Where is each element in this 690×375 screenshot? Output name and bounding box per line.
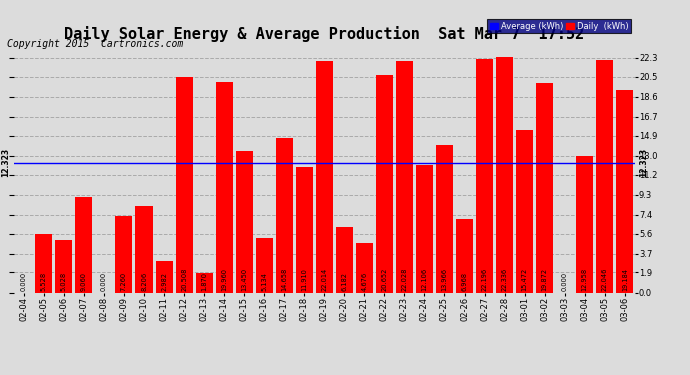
Text: Copyright 2015  Cartronics.com: Copyright 2015 Cartronics.com: [7, 39, 183, 50]
Bar: [396, 60, 413, 292]
Text: 14.658: 14.658: [282, 268, 287, 291]
Bar: [576, 156, 593, 292]
Text: 12.323: 12.323: [1, 148, 10, 177]
Bar: [496, 57, 513, 292]
Text: 1.870: 1.870: [201, 273, 207, 291]
Text: 20.508: 20.508: [181, 268, 187, 291]
Bar: [175, 76, 193, 292]
Bar: [256, 238, 273, 292]
Bar: [476, 59, 493, 292]
Title: Daily Solar Energy & Average Production  Sat Mar 7  17:52: Daily Solar Energy & Average Production …: [64, 27, 584, 42]
Bar: [55, 240, 72, 292]
Text: 5.134: 5.134: [262, 273, 267, 291]
Bar: [416, 165, 433, 292]
Text: 4.676: 4.676: [362, 272, 367, 291]
Text: 22.196: 22.196: [482, 268, 488, 291]
Text: 0.000: 0.000: [21, 272, 27, 291]
Bar: [596, 60, 613, 292]
Bar: [236, 151, 253, 292]
Text: 5.528: 5.528: [41, 272, 47, 291]
Text: 19.960: 19.960: [221, 268, 227, 291]
Text: 22.046: 22.046: [602, 268, 608, 291]
Text: 12.323: 12.323: [639, 148, 648, 177]
Bar: [75, 197, 92, 292]
Bar: [276, 138, 293, 292]
Text: 22.014: 22.014: [322, 268, 327, 291]
Bar: [616, 90, 633, 292]
Bar: [376, 75, 393, 292]
Text: 12.106: 12.106: [422, 268, 428, 291]
Text: 13.966: 13.966: [442, 268, 448, 291]
Text: 0.000: 0.000: [101, 272, 107, 291]
Bar: [155, 261, 172, 292]
Bar: [35, 234, 52, 292]
Bar: [516, 129, 533, 292]
Text: 19.184: 19.184: [622, 268, 628, 291]
Bar: [456, 219, 473, 292]
Text: 15.472: 15.472: [522, 268, 528, 291]
Bar: [296, 167, 313, 292]
Text: 9.060: 9.060: [81, 273, 87, 291]
Text: 0.000: 0.000: [562, 272, 568, 291]
Text: 2.982: 2.982: [161, 273, 167, 291]
Text: 22.336: 22.336: [502, 268, 508, 291]
Bar: [316, 61, 333, 292]
Text: 19.872: 19.872: [542, 268, 548, 291]
Bar: [436, 146, 453, 292]
Text: 22.028: 22.028: [402, 268, 407, 291]
Bar: [536, 83, 553, 292]
Bar: [135, 206, 152, 292]
Text: 11.910: 11.910: [302, 268, 307, 291]
Bar: [115, 216, 132, 292]
Text: 6.968: 6.968: [462, 273, 468, 291]
Text: 5.028: 5.028: [61, 272, 67, 291]
Bar: [356, 243, 373, 292]
Bar: [336, 227, 353, 292]
Bar: [215, 82, 233, 292]
Text: 12.958: 12.958: [582, 268, 588, 291]
Text: 8.206: 8.206: [141, 272, 147, 291]
Text: 6.182: 6.182: [342, 273, 347, 291]
Text: 20.652: 20.652: [382, 268, 387, 291]
Legend: Average (kWh), Daily  (kWh): Average (kWh), Daily (kWh): [487, 20, 631, 33]
Text: 13.450: 13.450: [241, 268, 247, 291]
Bar: [195, 273, 213, 292]
Text: 7.260: 7.260: [121, 272, 127, 291]
